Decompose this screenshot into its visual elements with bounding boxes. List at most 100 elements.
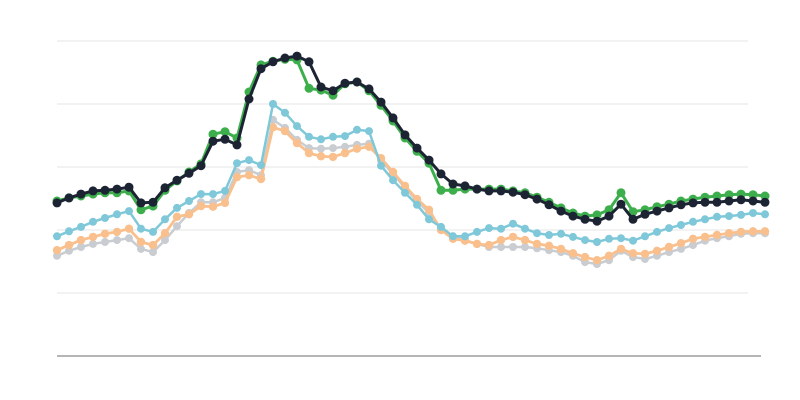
series-dark-navy-point xyxy=(220,134,230,144)
series-light-blue-point xyxy=(617,234,625,243)
series-orange-point xyxy=(544,241,554,250)
series-orange-point xyxy=(340,148,350,158)
series-light-blue-point xyxy=(569,232,577,241)
series-orange-point xyxy=(532,239,542,249)
series-orange-point xyxy=(400,181,410,191)
series-orange-point xyxy=(616,244,626,254)
series-light-blue xyxy=(53,100,769,246)
series-light-blue-point xyxy=(401,188,409,197)
series-light-blue-point xyxy=(113,210,121,219)
series-gray-point xyxy=(113,236,121,245)
series-green-point xyxy=(304,83,314,93)
series-green-point xyxy=(208,129,218,139)
series-light-blue-point xyxy=(449,232,457,241)
series-orange-point xyxy=(244,171,254,180)
series-orange-point xyxy=(256,174,266,184)
series-orange-point xyxy=(652,246,662,255)
series-orange-point xyxy=(592,256,602,265)
series-dark-navy-point xyxy=(352,77,362,87)
series-orange-point xyxy=(580,252,590,262)
series-dark-navy-point xyxy=(172,175,182,185)
series-orange-point xyxy=(268,123,278,132)
series-dark-navy-point xyxy=(364,84,374,94)
series-orange xyxy=(52,123,770,265)
series-gray-point xyxy=(341,142,349,151)
series-orange-point xyxy=(688,234,698,243)
series-dark-navy-point xyxy=(376,97,386,107)
series-dark-navy-point xyxy=(676,200,686,210)
series-dark-navy-point xyxy=(532,194,542,204)
series-orange-point xyxy=(88,232,98,242)
series-orange-point xyxy=(112,227,122,237)
series-light-blue-point xyxy=(581,236,589,245)
series-light-blue-point xyxy=(593,238,601,246)
series-dark-navy-point xyxy=(64,193,74,203)
series-dark-navy-point xyxy=(112,184,122,194)
series-orange-point xyxy=(64,240,74,250)
series-dark-navy-point xyxy=(232,140,242,150)
series-dark-navy-point xyxy=(748,196,758,206)
series-orange-point xyxy=(520,235,530,245)
series-dark-navy-point xyxy=(148,197,158,207)
series-orange-point xyxy=(352,144,362,153)
series-green-point xyxy=(592,210,602,220)
series-dark-navy-point xyxy=(292,51,302,61)
series-dark-navy-point xyxy=(436,169,446,179)
series-light-blue-point xyxy=(77,222,85,231)
series-orange-point xyxy=(700,232,710,242)
series-dark-navy-point xyxy=(508,187,518,197)
series-dark-navy-point xyxy=(304,57,314,67)
series-gray-point xyxy=(77,243,85,251)
series-light-blue-point xyxy=(389,176,397,185)
series-light-blue-point xyxy=(689,217,697,226)
series-green-point xyxy=(136,205,146,215)
series-dark-navy-point xyxy=(736,195,746,205)
series-light-blue-point xyxy=(629,236,637,245)
series-orange-point xyxy=(52,246,62,255)
series-light-blue-point xyxy=(269,100,277,108)
series-light-blue-point xyxy=(509,219,517,228)
series-dark-navy-point xyxy=(388,113,398,123)
series-orange-point xyxy=(316,152,326,161)
series-dark-navy-point xyxy=(556,206,566,216)
series-dark-navy-point xyxy=(580,214,590,224)
series-light-blue-point xyxy=(197,190,205,199)
series-green-point xyxy=(724,190,734,200)
series-orange-point xyxy=(556,244,566,254)
series-light-blue-point xyxy=(677,221,685,229)
series-light-blue-point xyxy=(473,227,481,236)
series-light-blue-point xyxy=(281,108,289,117)
series-orange-point xyxy=(364,142,374,151)
series-orange-point xyxy=(508,232,518,242)
series-dark-navy-point xyxy=(328,86,338,96)
series-light-blue-point xyxy=(701,215,709,224)
series-orange-point xyxy=(328,152,338,162)
series-light-blue-point xyxy=(425,215,433,224)
series-orange-point xyxy=(292,138,302,148)
series-dark-navy-point xyxy=(628,214,638,224)
series-orange-point xyxy=(304,148,314,158)
series-light-blue-point xyxy=(737,210,745,219)
series-dark-navy-point xyxy=(724,196,734,206)
series-dark-navy-point xyxy=(208,136,218,146)
series-dark-navy-point xyxy=(592,216,602,226)
series-dark-navy-point xyxy=(640,209,650,219)
series-gray-point xyxy=(317,144,325,153)
series-dark-navy-point xyxy=(712,197,722,207)
series-light-blue-point xyxy=(317,135,325,144)
series-gray-point xyxy=(173,222,181,231)
series-light-blue-point xyxy=(89,217,97,226)
series-green-point xyxy=(448,185,458,195)
series-gray-point xyxy=(521,243,529,251)
series-dark-navy-point xyxy=(568,211,578,221)
series-dark-navy-point xyxy=(412,143,422,153)
series-gray-point xyxy=(137,244,145,253)
series-gray-point xyxy=(161,236,169,245)
series-light-blue-point xyxy=(761,210,769,219)
series-light-blue-point xyxy=(209,190,217,199)
series-dark-navy-point xyxy=(316,82,326,92)
series-dark-navy-point xyxy=(244,94,254,104)
series-dark-navy-point xyxy=(604,211,614,221)
